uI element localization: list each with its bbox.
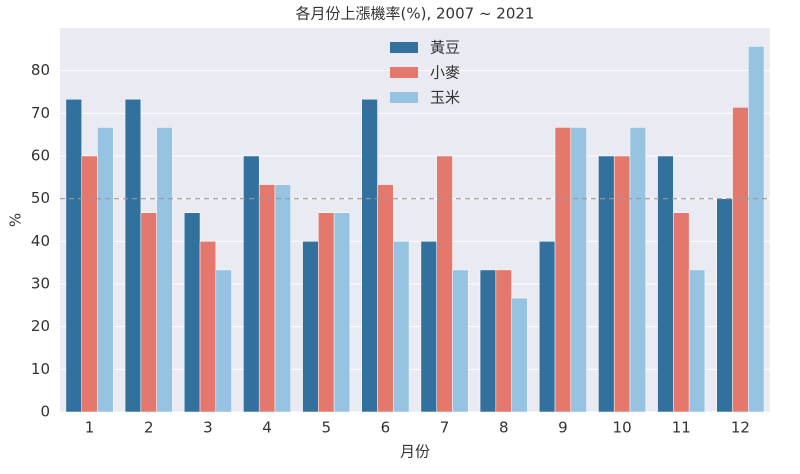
bar bbox=[613, 155, 631, 413]
bar bbox=[302, 241, 319, 413]
bar bbox=[199, 241, 217, 413]
y-tick-label: 40 bbox=[31, 232, 50, 250]
legend-label: 黃豆 bbox=[430, 39, 460, 57]
y-tick-label: 0 bbox=[40, 403, 50, 421]
bar bbox=[539, 241, 556, 413]
y-tick-label: 60 bbox=[31, 147, 50, 165]
x-tick-label: 7 bbox=[440, 419, 450, 437]
bar bbox=[140, 212, 157, 413]
bar bbox=[65, 99, 82, 413]
bar bbox=[97, 127, 114, 413]
bar bbox=[274, 184, 292, 413]
bar bbox=[361, 99, 378, 413]
bar bbox=[124, 99, 142, 413]
bar bbox=[452, 269, 469, 413]
bar bbox=[495, 269, 512, 413]
bar bbox=[554, 127, 572, 413]
x-axis-label: 月份 bbox=[400, 443, 430, 461]
bar bbox=[184, 212, 201, 413]
bar bbox=[732, 107, 749, 413]
bar bbox=[716, 198, 733, 413]
x-tick-label: 3 bbox=[203, 419, 213, 437]
legend-label: 小麥 bbox=[430, 64, 460, 82]
y-axis-label: % bbox=[7, 213, 25, 227]
y-tick-label: 50 bbox=[31, 189, 50, 207]
bar bbox=[657, 155, 674, 413]
x-tick-label: 12 bbox=[731, 419, 750, 437]
x-tick-label: 4 bbox=[262, 419, 272, 437]
x-tick-label: 5 bbox=[321, 419, 331, 437]
bar bbox=[748, 46, 765, 413]
bar bbox=[511, 297, 528, 413]
bar bbox=[479, 269, 497, 413]
bar bbox=[570, 127, 587, 413]
bar bbox=[258, 184, 276, 413]
y-tick-label: 10 bbox=[31, 360, 50, 378]
bar bbox=[243, 155, 260, 413]
y-tick-label: 30 bbox=[31, 275, 50, 293]
bar bbox=[393, 241, 410, 413]
bar bbox=[81, 155, 98, 413]
bar bbox=[436, 155, 453, 413]
y-tick-label: 80 bbox=[31, 61, 50, 79]
x-tick-label: 1 bbox=[85, 419, 95, 437]
legend-swatch bbox=[390, 42, 418, 53]
bar bbox=[688, 269, 706, 413]
chart-title: 各月份上漲機率(%), 2007 ~ 2021 bbox=[296, 5, 535, 23]
x-tick-label: 2 bbox=[144, 419, 154, 437]
y-tick-label: 20 bbox=[31, 317, 50, 335]
x-tick-label: 11 bbox=[672, 419, 691, 437]
bar bbox=[215, 269, 232, 413]
bar bbox=[377, 184, 394, 413]
bar bbox=[156, 127, 173, 413]
bar bbox=[598, 155, 615, 413]
bar bbox=[333, 212, 351, 413]
bar bbox=[673, 212, 690, 413]
x-tick-label: 9 bbox=[558, 419, 568, 437]
legend-swatch bbox=[390, 92, 418, 103]
y-tick-label: 70 bbox=[31, 104, 50, 122]
bar bbox=[318, 212, 335, 413]
x-tick-label: 8 bbox=[499, 419, 509, 437]
bar bbox=[629, 127, 647, 413]
x-tick-label: 6 bbox=[381, 419, 391, 437]
bar bbox=[420, 241, 437, 413]
legend-swatch bbox=[390, 67, 418, 78]
legend-label: 玉米 bbox=[430, 89, 460, 107]
x-tick-label: 10 bbox=[613, 419, 632, 437]
